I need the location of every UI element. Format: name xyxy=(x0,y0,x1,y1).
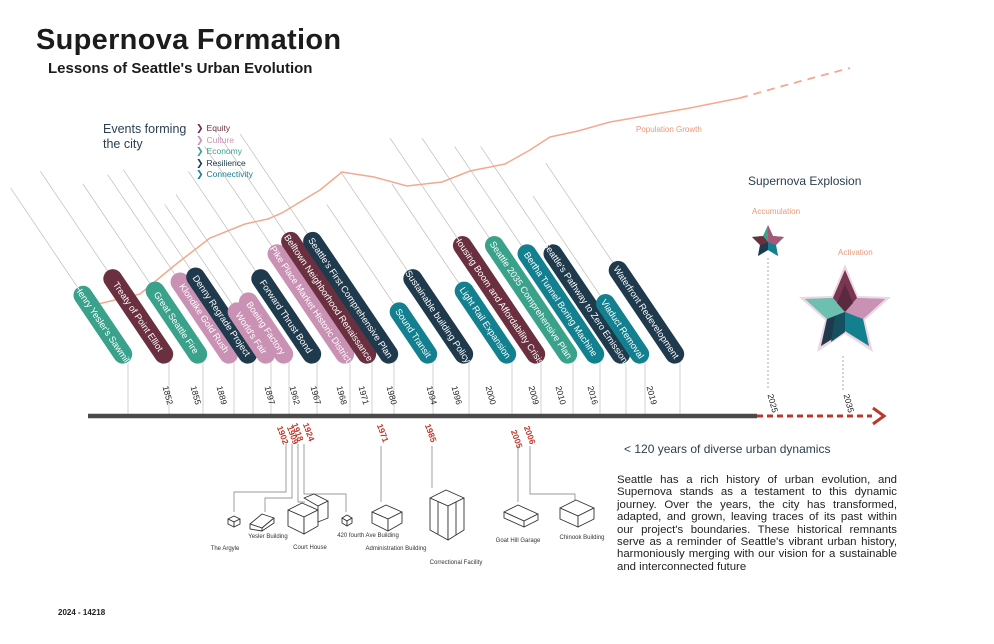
building-label: Yesler Building xyxy=(248,534,287,540)
yesler-building-drawing xyxy=(249,513,275,532)
page-subtitle: Lessons of Seattle's Urban Evolution xyxy=(48,60,313,77)
timeline-year-label: 2016 xyxy=(586,385,601,406)
population-growth-line xyxy=(89,97,741,307)
event-pill-shape xyxy=(452,236,546,364)
building-label: Chinook Building xyxy=(559,535,604,541)
timeline-year-label: 1994 xyxy=(425,385,440,406)
event-pill-shape xyxy=(454,281,517,364)
event-pill-shape xyxy=(281,231,377,364)
buildings-axonometric xyxy=(227,489,595,541)
legend-label: Culture xyxy=(206,134,234,145)
building-year-label: 1971 xyxy=(375,422,391,443)
timeline-year-label: 2019 xyxy=(645,385,660,406)
event-pill-shape xyxy=(596,294,650,364)
event-pill-shape xyxy=(267,244,355,364)
accumulation-star-icon xyxy=(752,225,784,256)
activation-star-icon xyxy=(799,264,891,352)
event-pill-shape xyxy=(543,244,631,364)
legend-label: Economy xyxy=(206,146,242,156)
event-pill-shape xyxy=(389,302,438,364)
timeline-year-label: 1897 xyxy=(263,385,278,406)
events-legend-title: Events forming the city xyxy=(103,122,187,151)
legend-label: Connectivity xyxy=(206,169,253,179)
event-pill-shape xyxy=(170,272,239,364)
event-pill-shape xyxy=(403,269,474,364)
population-growth-projection xyxy=(739,67,851,99)
event-pill-shape xyxy=(186,267,258,364)
timeline-year-label: 2010 xyxy=(554,385,569,406)
building-label: 420 fourth Ave Building xyxy=(337,533,399,539)
activation-label: Activation xyxy=(838,248,873,257)
420-fourth-ave-drawing xyxy=(341,514,353,527)
building-label: Correctional Facility xyxy=(430,560,483,566)
building-label: The Argyle xyxy=(211,546,240,552)
legend-item-resilience: ❯ Resilience xyxy=(196,158,253,170)
category-legend: ❯ Equity ❯ Culture ❯ Economy ❯ Resilience ❯ Conne… xyxy=(196,123,253,181)
building-year-label: 2005 xyxy=(509,428,525,449)
timeline-year-label: 1967 xyxy=(309,385,324,406)
the-argyle-drawing xyxy=(227,515,241,528)
event-pill-shape xyxy=(608,260,685,364)
legend-item-economy: ❯ Economy xyxy=(196,146,253,158)
timeline-year-label: 1980 xyxy=(385,385,400,406)
timeline-year-label: 1962 xyxy=(288,385,303,406)
future-year-label: 2025 xyxy=(766,393,781,414)
goat-hill-garage-drawing xyxy=(503,504,539,528)
correctional-facility-drawing xyxy=(429,489,465,541)
timeline-year-label: 1852 xyxy=(161,385,176,406)
timeline-year-label: 2000 xyxy=(484,385,499,406)
event-pill-shape xyxy=(227,302,276,364)
chevron-right-icon: ❯ xyxy=(196,146,204,156)
event-pill-shape xyxy=(517,244,605,364)
population-growth-label: Population Growth xyxy=(636,125,702,134)
building-label: Administration Building xyxy=(365,546,426,552)
building-connectors xyxy=(233,444,576,512)
legend-label: Equity xyxy=(206,123,231,133)
timeline-year-label: 1889 xyxy=(215,385,230,406)
accumulation-label: Accumulation xyxy=(752,207,801,216)
chevron-right-icon: ❯ xyxy=(196,157,204,168)
legend-label: Resilience xyxy=(206,157,246,168)
event-pill-shape xyxy=(303,231,399,364)
event-pill-shape xyxy=(73,285,133,364)
future-year-label: 2035 xyxy=(842,393,857,414)
timeline-year-label: 1855 xyxy=(189,385,204,406)
legend-item-equity: ❯ Equity xyxy=(196,123,253,135)
administration-building-drawing xyxy=(371,504,403,532)
page-title: Supernova Formation xyxy=(36,24,342,56)
chevron-right-icon: ❯ xyxy=(196,123,204,133)
event-pill-shape xyxy=(145,281,208,364)
timeline-year-label: 1971 xyxy=(357,385,372,406)
legend-item-culture: ❯ Culture xyxy=(196,135,253,147)
event-pill-shape xyxy=(484,236,578,364)
timeline-year-label: 1968 xyxy=(335,385,350,406)
chevron-right-icon: ❯ xyxy=(196,134,204,145)
legend-item-connectivity: ❯ Connectivity xyxy=(196,169,253,181)
building-label: Court House xyxy=(293,545,327,551)
supernova-explosion-title: Supernova Explosion xyxy=(748,174,862,188)
timeline-year-label: 2009 xyxy=(527,385,542,406)
building-label: Goat Hill Garage xyxy=(496,538,541,544)
event-pill-shape xyxy=(103,269,174,364)
description-paragraph: Seattle has a rich history of urban evol… xyxy=(617,474,897,573)
timeline-arrowhead-icon xyxy=(872,406,887,426)
chevron-right-icon: ❯ xyxy=(196,169,204,179)
event-pill-shape xyxy=(251,269,322,364)
timeline-year-label: 1996 xyxy=(450,385,465,406)
event-pill-shape xyxy=(238,292,294,364)
building-year-label: 1985 xyxy=(423,422,439,443)
timespan-label: < 120 years of diverse urban dynamics xyxy=(624,442,831,456)
court-house-drawing xyxy=(287,493,329,535)
footer-project-id: 2024 - 14218 xyxy=(58,608,106,617)
chinook-building-drawing xyxy=(559,499,595,528)
